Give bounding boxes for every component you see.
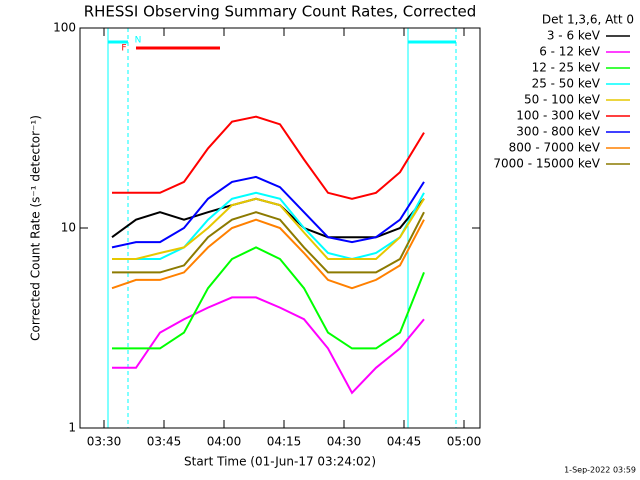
x-tick-label: 03:30 [87,435,122,449]
flare-label: F [121,44,126,54]
x-tick-label: 04:30 [327,435,362,449]
legend-label: 50 - 100 keV [524,93,601,107]
legend-label: 7000 - 15000 keV [493,157,600,171]
series-line [111,218,425,290]
y-axis-label: Corrected Count Rate (s⁻¹ detector⁻¹) [29,115,43,341]
x-tick-label: 05:00 [447,435,482,449]
x-tick-label: 04:00 [207,435,242,449]
series-line [111,197,425,239]
series-line [112,246,425,350]
chart-title: RHESSI Observing Summary Count Rates, Co… [84,3,477,21]
series-line [112,115,425,200]
legend-label: 300 - 800 keV [516,125,600,139]
x-tick-label: 04:15 [267,435,302,449]
legend-title: Det 1,3,6, Att 0 [542,13,634,27]
legend-label: 100 - 300 keV [516,109,600,123]
footer: 1-Sep-2022 03:59 [564,466,636,475]
legend-label: 800 - 7000 keV [509,141,601,155]
series-line [112,211,425,274]
legend-label: 12 - 25 keV [532,61,601,75]
series-line [112,197,425,260]
x-axis-label: Start Time (01-Jun-17 03:24:02) [184,455,376,469]
series-line [112,191,425,261]
x-tick-label: 03:45 [147,435,182,449]
x-tick-label: 04:45 [387,435,422,449]
series-line [111,175,425,249]
series-line [112,296,425,395]
y-tick-label: 100 [53,21,76,35]
legend-label: 3 - 6 keV [547,29,601,43]
y-tick-label: 1 [68,421,76,435]
night-label: N [135,36,142,46]
legend-label: 6 - 12 keV [539,45,601,59]
y-tick-label: 10 [61,221,76,235]
legend-label: 25 - 50 keV [532,77,601,91]
